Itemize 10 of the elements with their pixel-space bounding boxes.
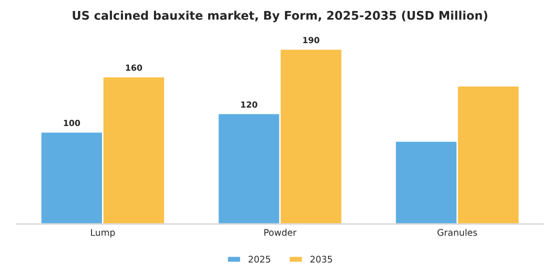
data-label: 120 (241, 101, 258, 108)
data-label: 160 (126, 64, 142, 71)
x-tick-label: Granules (438, 228, 478, 236)
x-tick-label: Powder (264, 228, 297, 236)
x-tick-label: Lump (91, 229, 115, 238)
legend-label: 2025 (248, 256, 270, 263)
data-label: 190 (303, 36, 320, 44)
data-label: 100 (64, 120, 80, 126)
chart-title: US calcined bauxite market, By Form, 2025-2035 (USD Million) (72, 10, 488, 22)
legend-label: 2035 (310, 256, 332, 263)
